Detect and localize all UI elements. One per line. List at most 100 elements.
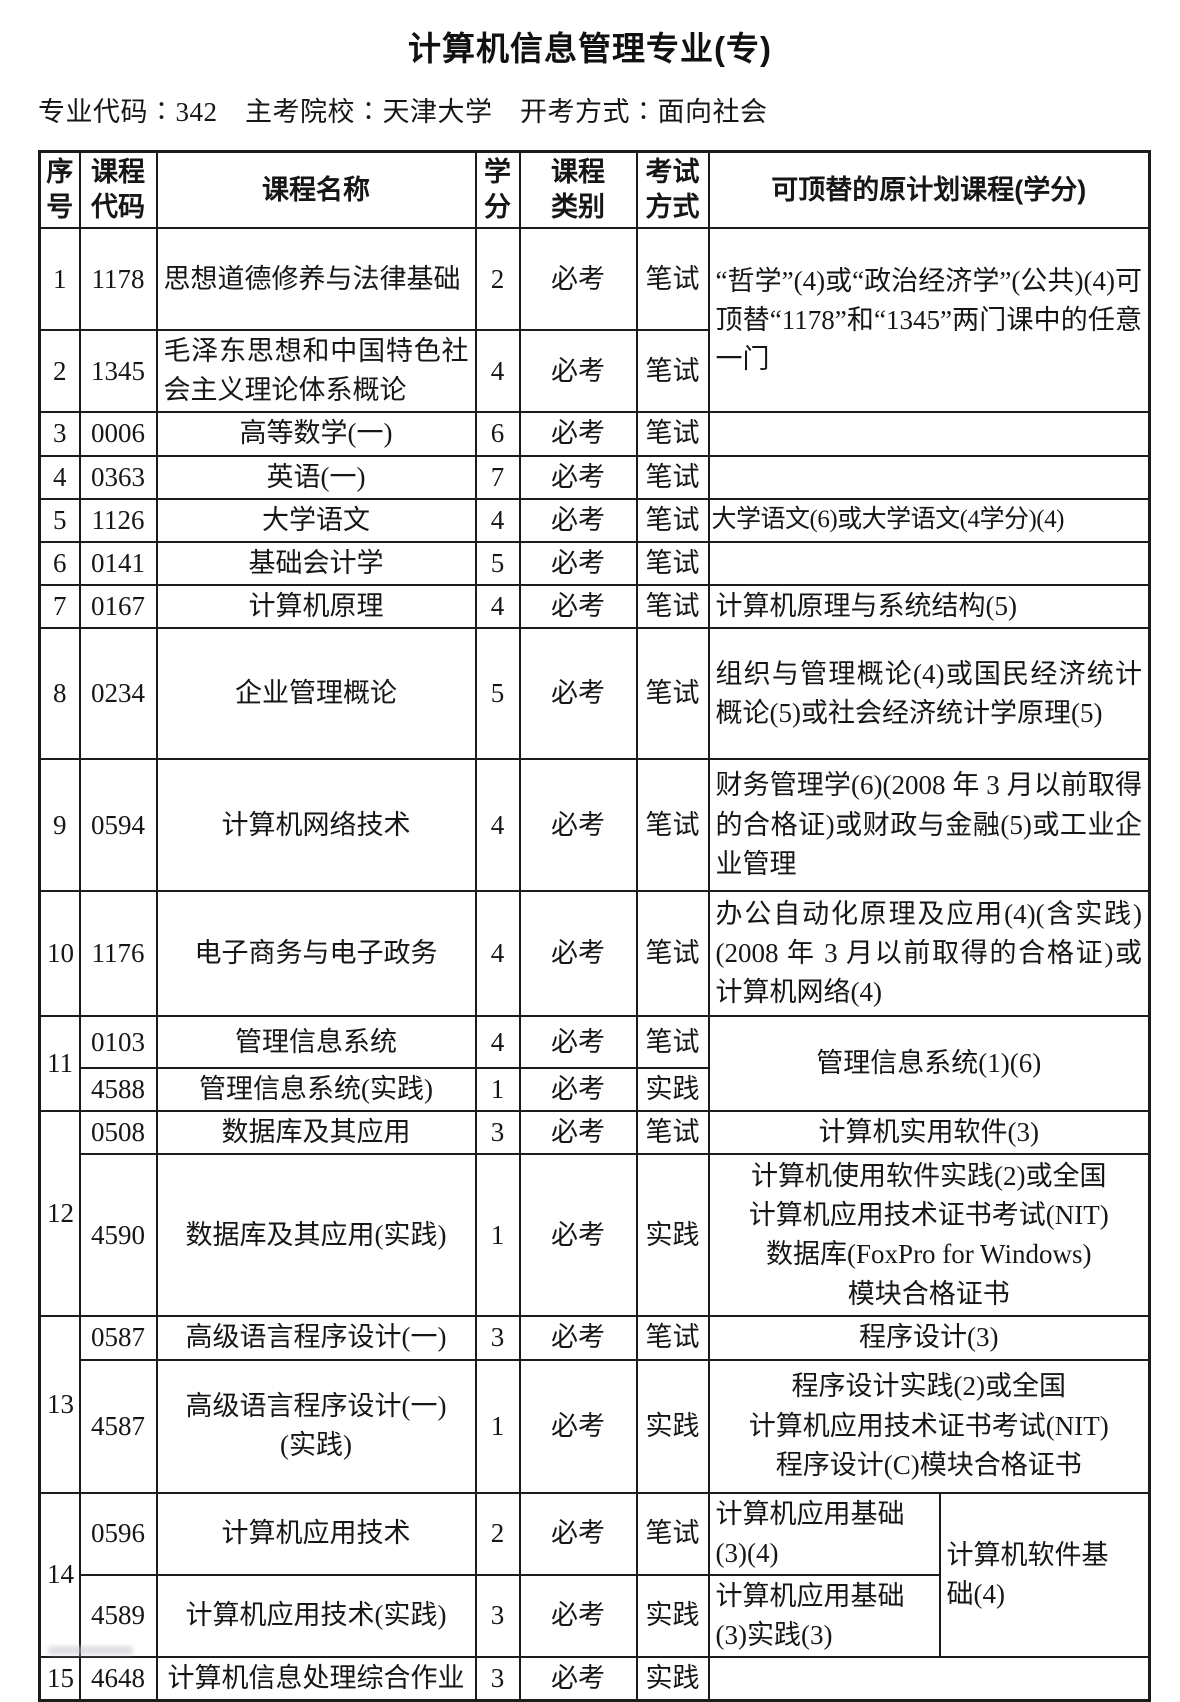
table-row: 4589 计算机应用技术(实践) 3 必考 实践 计算机应用基础 (3)实践(3…	[40, 1573, 1150, 1659]
cell-course-name: 高级语言程序设计(一) (实践)	[155, 1358, 477, 1494]
cell-course-name: 管理信息系统	[155, 1015, 477, 1070]
cell-replacement-left: 计算机应用基础 (3)(4)	[707, 1491, 941, 1576]
cell-course-name: 数据库及其应用	[155, 1110, 477, 1156]
cell-method: 笔试	[635, 329, 710, 414]
cell-seq: 7	[38, 584, 81, 630]
cell-method: 笔试	[635, 1015, 710, 1070]
cell-course-name: 计算机信息处理综合作业	[155, 1656, 477, 1702]
cell-code: 1345	[78, 329, 158, 414]
cell-method: 笔试	[635, 497, 710, 543]
cell-credits: 3	[474, 1110, 521, 1156]
cell-code: 0594	[78, 758, 158, 893]
cell-replacement: “哲学”(4)或“政治经济学”(公共)(4)可顶替“1178”和“1345”两门…	[707, 227, 1151, 414]
major-meta-line: 专业代码∶342 主考院校∶天津大学 开考方式∶面向社会	[38, 97, 768, 127]
cell-course-name: 高等数学(一)	[155, 411, 477, 457]
cell-replacement: 计算机实用软件(3)	[707, 1110, 1151, 1156]
cell-category: 必考	[518, 497, 638, 543]
cell-category: 必考	[518, 1656, 638, 1702]
cell-category: 必考	[518, 627, 638, 761]
cell-code: 0596	[78, 1491, 158, 1576]
cell-credits: 1	[474, 1358, 521, 1494]
cell-credits: 4	[474, 497, 521, 543]
table-row: 9 0594 计算机网络技术 4 必考 笔试 财务管理学(6)(2008 年 3…	[38, 758, 1151, 893]
cell-code: 4590	[78, 1153, 158, 1318]
cell-seq: 13	[38, 1315, 81, 1494]
cell-code: 4587	[78, 1358, 158, 1494]
cell-seq: 5	[38, 497, 81, 543]
cell-course-name: 企业管理概论	[155, 627, 477, 761]
cell-replacement: 办公自动化原理及应用(4)(含实践)(2008 年 3 月以前取得的合格证)或计…	[707, 890, 1151, 1018]
table-row: 14 0596 计算机应用技术 2 必考 笔试 计算机应用基础 (3)(4) 计…	[38, 1491, 1151, 1659]
table-row: 11 0103 管理信息系统 4 必考 笔试 管理信息系统(1)(6)	[38, 1015, 1151, 1113]
cell-credits: 3	[474, 1315, 521, 1361]
cell-seq: 2	[38, 329, 81, 414]
cell-code: 0587	[78, 1315, 158, 1361]
cell-credits: 4	[474, 329, 521, 414]
cell-seq: 8	[38, 627, 81, 761]
cell-method: 实践	[635, 1573, 710, 1659]
cell-course-name: 计算机网络技术	[155, 758, 477, 893]
cell-category: 必考	[518, 411, 638, 457]
table-row: 13 0587 高级语言程序设计(一) 3 必考 笔试 程序设计(3)	[38, 1315, 1151, 1494]
cell-method: 笔试	[635, 411, 710, 457]
cell-seq: 10	[38, 890, 81, 1018]
cell-method: 笔试	[635, 1110, 710, 1156]
cell-code: 0103	[78, 1015, 158, 1070]
cell-category: 必考	[518, 758, 638, 893]
cell-method: 笔试	[635, 540, 710, 587]
cell-code: 4588	[78, 1067, 158, 1113]
cell-replacement	[707, 1656, 1151, 1702]
table-row: 2 1345 毛泽东思想和中国特色社会主义理论体系概论 4 必考 笔试	[38, 329, 1150, 414]
cell-method: 笔试	[635, 890, 710, 1018]
cell-course-name: 计算机应用技术(实践)	[155, 1573, 477, 1659]
cell-course-name: 计算机原理	[155, 584, 477, 630]
cell-category: 必考	[518, 454, 638, 500]
cell-replacement: 程序设计(3)	[707, 1315, 1151, 1361]
cell-category: 必考	[518, 1015, 638, 1070]
cell-replacement: 大学语文(6)或大学语文(4学分)(4)	[707, 497, 1151, 543]
cell-category: 必考	[518, 1067, 638, 1113]
cell-seq: 6	[38, 540, 81, 587]
header-row: 序 号 课程 代码 课程名称 学 分 课程 类别 考试 方式 可顶替的原计划课程…	[38, 150, 1151, 230]
page-title: 计算机信息管理专业(专)	[408, 30, 772, 67]
cell-category: 必考	[518, 329, 638, 414]
cell-category: 必考	[518, 1573, 638, 1659]
cell-replacement: 程序设计实践(2)或全国 计算机应用技术证书考试(NIT) 程序设计(C)模块合…	[707, 1358, 1151, 1494]
cell-credits: 2	[474, 227, 521, 332]
table-row: 8 0234 企业管理概论 5 必考 笔试 组织与管理概论(4)或国民经济统计概…	[38, 627, 1151, 761]
cell-seq: 11	[38, 1015, 81, 1113]
cell-seq: 4	[38, 454, 81, 500]
cell-course-name: 计算机应用技术	[155, 1491, 477, 1576]
table-row: 6 0141 基础会计学 5 必考 笔试	[38, 540, 1151, 587]
cell-replacement: 计算机原理与系统结构(5)	[707, 584, 1151, 630]
cell-replacement	[707, 540, 1151, 587]
table-row: 7 0167 计算机原理 4 必考 笔试 计算机原理与系统结构(5)	[38, 584, 1151, 630]
table-row: 4590 数据库及其应用(实践) 1 必考 实践 计算机使用软件实践(2)或全国…	[40, 1153, 1151, 1318]
table-row: 4588 管理信息系统(实践) 1 必考 实践	[40, 1067, 1150, 1113]
cell-method: 笔试	[635, 1315, 710, 1361]
course-plan-table: 序 号 课程 代码 课程名称 学 分 课程 类别 考试 方式 可顶替的原计划课程…	[38, 150, 1152, 1702]
cell-course-name: 基础会计学	[155, 540, 477, 587]
cell-replacement: 计算机使用软件实践(2)或全国 计算机应用技术证书考试(NIT) 数据库(Fox…	[707, 1153, 1151, 1318]
cell-course-name: 数据库及其应用(实践)	[155, 1153, 477, 1318]
cell-replacement-left: 计算机应用基础 (3)实践(3)	[707, 1573, 941, 1659]
cell-course-name: 电子商务与电子政务	[155, 890, 477, 1018]
cell-method: 笔试	[635, 758, 710, 893]
header-credits: 学 分	[474, 150, 521, 230]
cell-credits: 3	[474, 1573, 521, 1659]
cell-seq: 15	[38, 1656, 81, 1702]
cell-category: 必考	[518, 1110, 638, 1156]
cell-seq: 9	[38, 758, 81, 893]
cell-method: 笔试	[635, 627, 710, 761]
cell-method: 笔试	[635, 1491, 710, 1576]
cell-category: 必考	[518, 1153, 638, 1318]
cell-code: 0006	[78, 411, 158, 457]
cell-credits: 4	[474, 1015, 521, 1070]
header-method: 考试 方式	[635, 150, 710, 230]
table-row: 12 0508 数据库及其应用 3 必考 笔试 计算机实用软件(3)	[38, 1110, 1151, 1318]
cell-code: 4589	[78, 1573, 158, 1659]
cell-credits: 3	[474, 1656, 521, 1702]
header-category: 课程 类别	[518, 150, 638, 230]
cell-course-name: 思想道德修养与法律基础	[155, 227, 477, 332]
cell-credits: 4	[474, 758, 521, 893]
